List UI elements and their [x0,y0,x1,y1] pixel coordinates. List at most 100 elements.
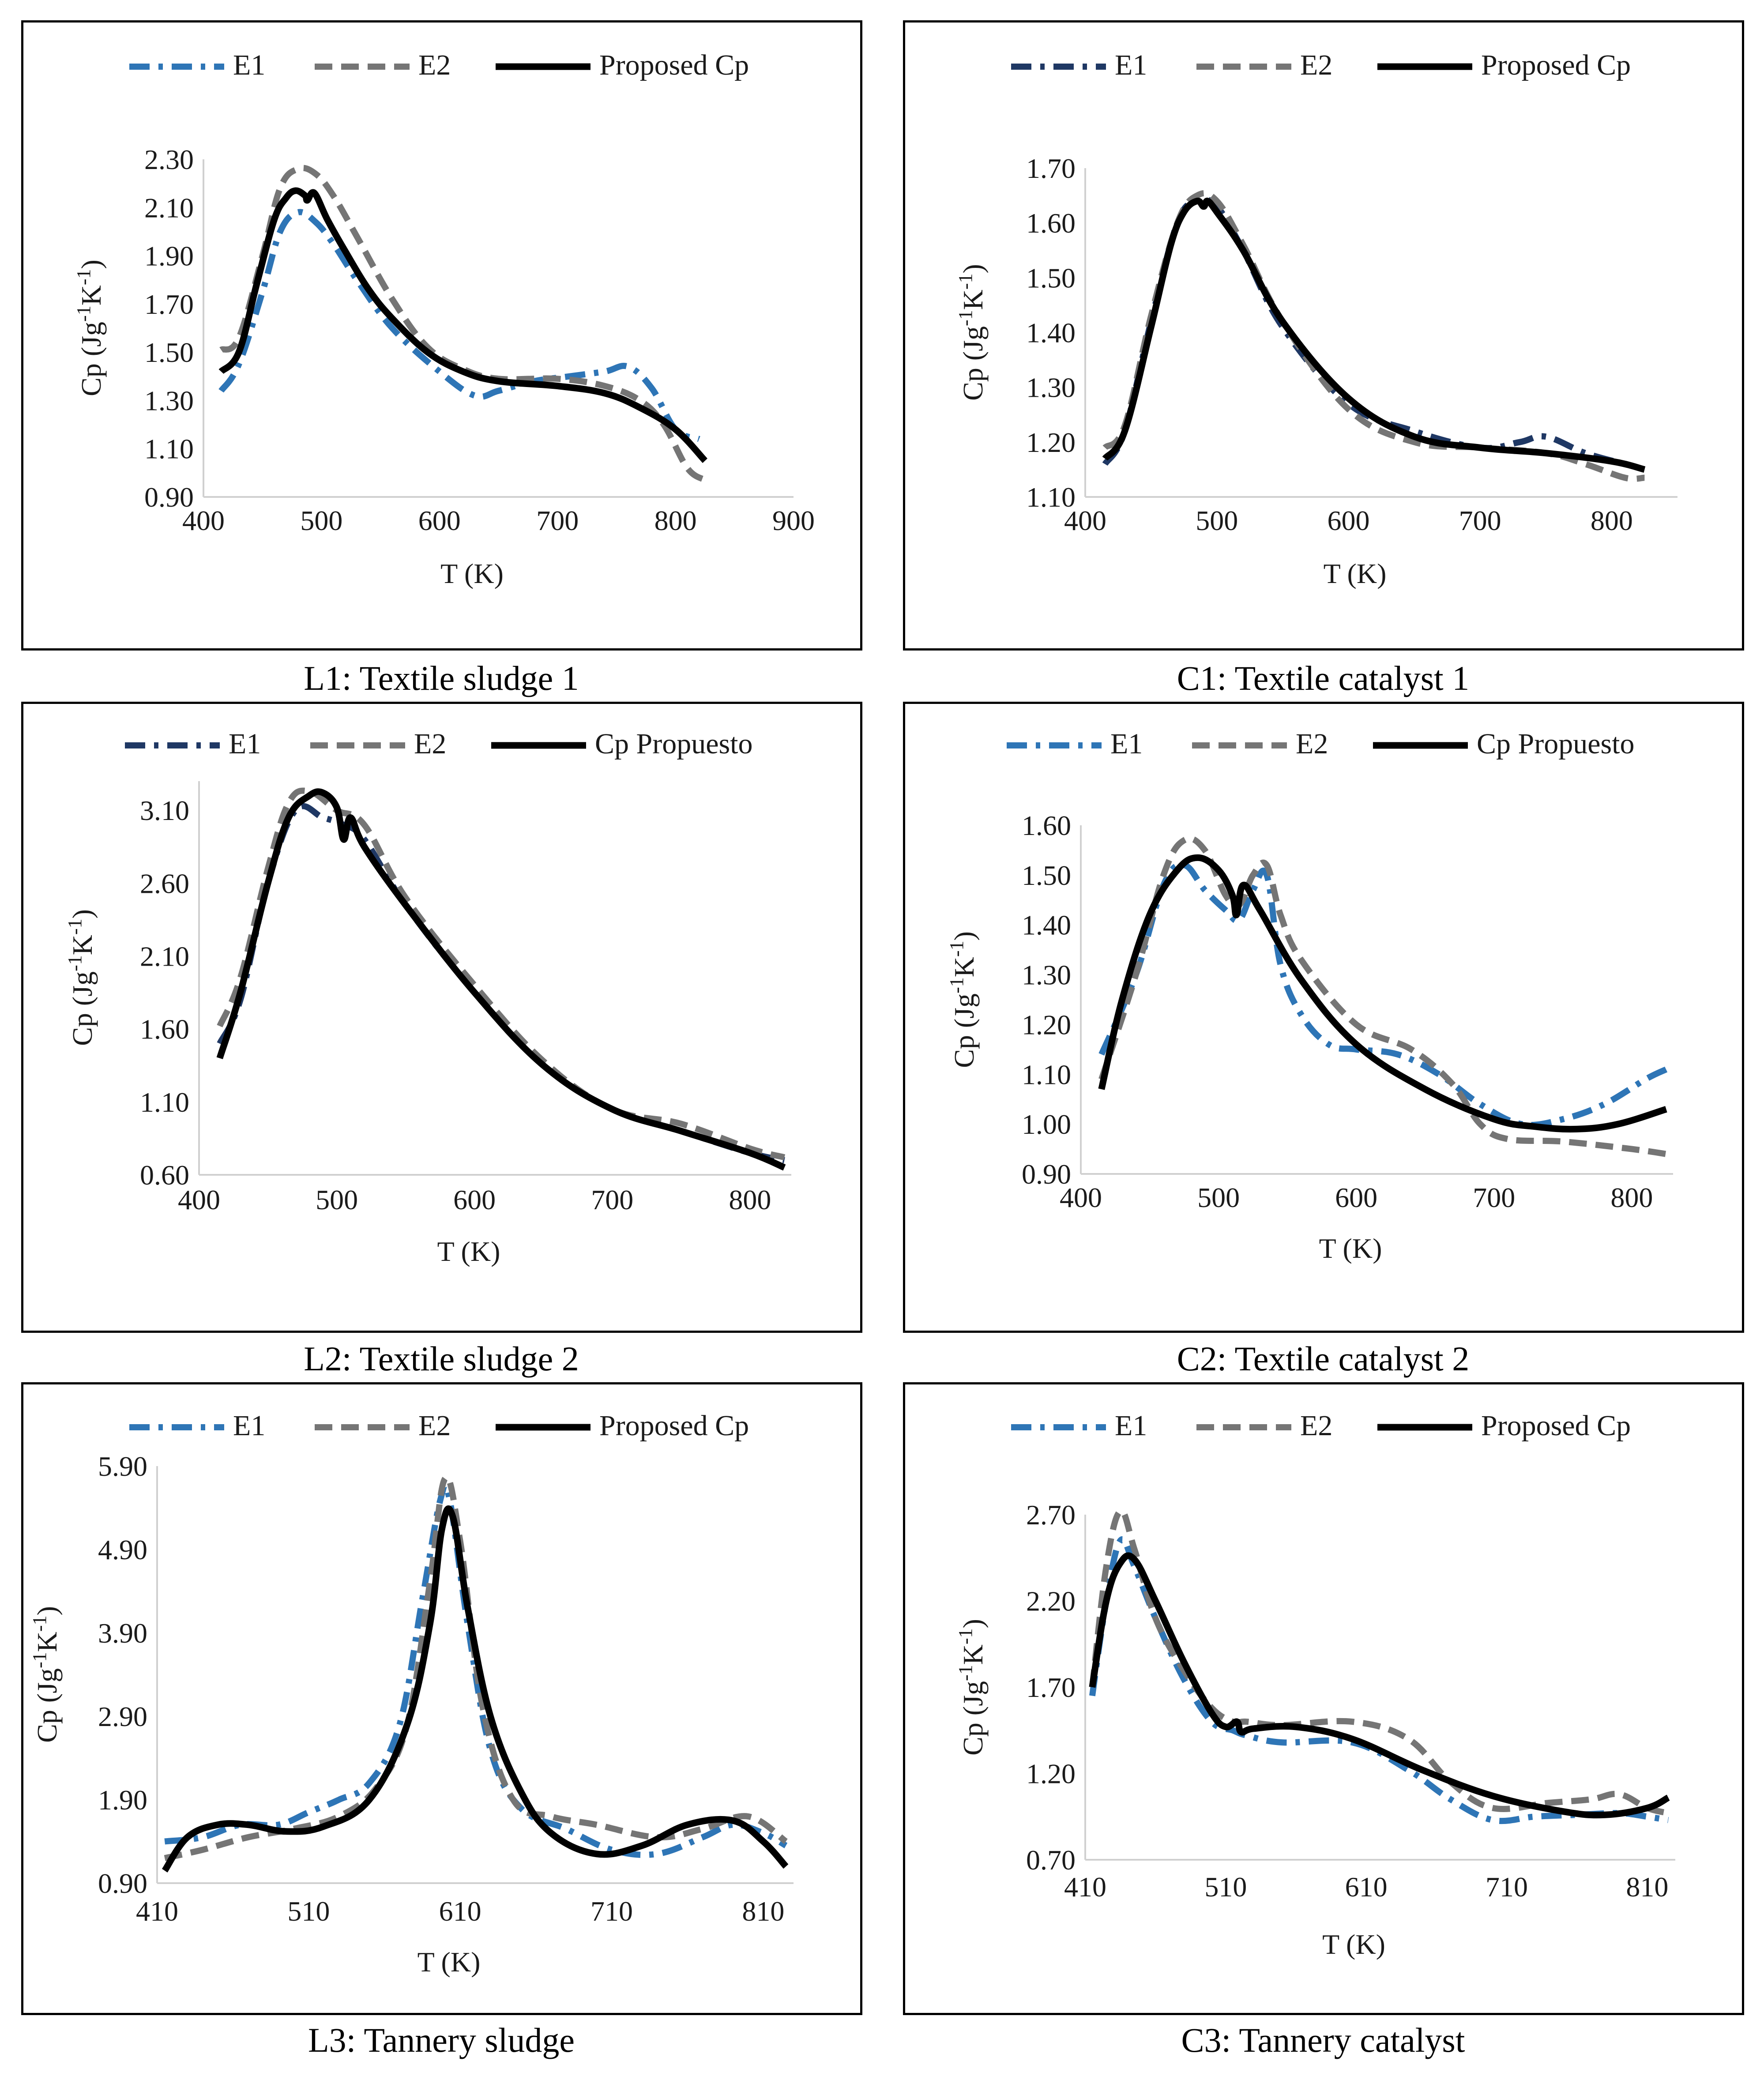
chart-panel-c1: 400 500 600 700 800 1.10 1.20 1.30 1.40 1.50 1.60 1… [903,20,1744,651]
chart-c2: 400 500 600 700 800 0.90 1.00 1.10 1.20 1.30 1.40 1… [946,728,1673,1264]
y-tick-label: 1.60 [1026,207,1076,239]
x-axis-title: T (K) [437,1236,500,1267]
y-tick-label: 3.90 [98,1617,147,1649]
x-tick-label: 700 [591,1184,633,1215]
y-tick-label: 0.90 [98,1868,147,1899]
y-tick-label: 1.00 [1022,1109,1071,1140]
x-tick-label: 500 [300,505,342,536]
y-tick-label: 2.70 [1026,1499,1076,1531]
legend-label: E1 [233,49,265,81]
x-axis-title: T (K) [440,558,504,589]
legend-label: E1 [229,728,261,760]
caption-c2: C2: Textile catalyst 2 [1177,1339,1470,1378]
x-tick-label: 600 [1335,1182,1377,1213]
legend-label: Proposed Cp [599,49,749,81]
y-tick-label: 1.60 [140,1014,189,1045]
y-tick-label: 1.10 [1022,1059,1071,1090]
legend-label: E2 [414,728,446,760]
series-line-cp-propuesto [1098,854,1667,1133]
legend-label: E1 [1110,728,1143,760]
x-tick-label: 710 [1486,1871,1528,1903]
x-tick-label: 800 [1591,505,1633,536]
y-tick-label: 1.50 [1022,860,1071,891]
y-axis-title: Cp (Jg-1K-1) [73,260,107,396]
chart-l1: 400 500 600 700 800 900 0.90 1.10 1.30 1.50 1.70 1.… [73,49,815,589]
chart-l2: 400 500 600 700 800 0.60 1.10 1.60 2.10 2.60 3.10 T… [64,728,791,1267]
x-tick-label: 800 [654,505,697,536]
x-axis-title: T (K) [1322,1929,1385,1960]
x-tick-label: 410 [1064,1871,1106,1903]
chart-panel-c2: 400 500 600 700 800 0.90 1.00 1.10 1.20 1.30 1.40 1… [903,702,1744,1333]
series-line-proposed-cp [218,187,708,463]
x-tick-label: 710 [591,1895,633,1927]
y-axis-title: Cp (Jg-1K-1) [946,931,980,1068]
y-tick-label: 1.10 [1026,481,1076,513]
x-axis-title: T (K) [1324,558,1387,589]
x-tick-label: 400 [1060,1182,1102,1213]
legend-label: Proposed Cp [1481,49,1631,81]
x-tick-label: 610 [439,1895,481,1927]
y-axis-title: Cp (Jg-1K-1) [64,909,98,1046]
y-tick-label: 1.70 [1026,153,1076,184]
x-axis-title: T (K) [1319,1233,1382,1264]
x-tick-label: 600 [418,505,461,536]
y-tick-label: 1.20 [1026,1758,1076,1790]
y-tick-label: 0.90 [1022,1158,1071,1190]
y-tick-label: 1.90 [144,241,194,272]
series-line-e1 [218,209,700,442]
x-tick-label: 400 [178,1184,220,1215]
series-line-e1 [1098,861,1668,1128]
series-line-e1 [1089,1536,1669,1824]
x-tick-label: 800 [1610,1182,1653,1213]
y-tick-label: 2.20 [1026,1586,1076,1617]
legend-label: Proposed Cp [1481,1410,1631,1442]
y-axis-title: Cp (Jg-1K-1) [955,1619,989,1756]
legend-label: Proposed Cp [599,1410,749,1442]
x-tick-label: 510 [1204,1871,1247,1903]
y-axis-title: Cp (Jg-1K-1) [955,264,989,401]
series-line-proposed-cp [1102,197,1646,473]
y-tick-label: 2.60 [140,868,189,899]
y-tick-label: 1.70 [1026,1672,1076,1703]
series-line-e1 [164,1481,788,1858]
legend-label: E1 [233,1410,265,1442]
y-tick-label: 0.60 [140,1159,189,1191]
y-tick-label: 1.70 [144,289,194,320]
x-tick-label: 610 [1345,1871,1388,1903]
y-tick-label: 1.50 [1026,262,1076,293]
series-line-e2 [1102,190,1645,482]
y-tick-label: 1.10 [140,1087,189,1118]
series-line-e2 [164,1474,788,1862]
y-tick-label: 2.10 [140,940,189,972]
x-tick-label: 500 [1197,1182,1240,1213]
x-tick-label: 810 [1626,1871,1668,1903]
series-line-e1 [217,803,785,1163]
x-tick-label: 600 [453,1184,496,1215]
y-tick-label: 0.90 [144,481,194,513]
x-tick-label: 400 [1064,505,1106,536]
caption-c3: C3: Tannery catalyst [1181,2021,1465,2059]
chart-c1: 400 500 600 700 800 1.10 1.20 1.30 1.40 1.50 1.60 1… [955,49,1677,589]
x-tick-label: 700 [1459,505,1501,536]
caption-l1: L1: Textile sludge 1 [304,659,579,697]
caption-l2: L2: Textile sludge 2 [304,1339,579,1378]
legend-label: Cp Propuesto [595,728,753,760]
x-tick-label: 400 [182,505,225,536]
caption-c1: C1: Textile catalyst 1 [1177,659,1470,697]
series-line-e2 [217,787,786,1161]
x-tick-label: 900 [772,505,815,536]
x-tick-label: 500 [1196,505,1238,536]
y-tick-label: 3.10 [140,795,189,826]
y-tick-label: 5.90 [98,1451,147,1482]
y-tick-label: 1.40 [1026,317,1076,349]
series-line-cp-propuesto [216,788,786,1171]
y-tick-label: 1.50 [144,337,194,368]
y-tick-label: 2.90 [98,1701,147,1732]
y-tick-label: 1.20 [1022,1009,1071,1040]
x-tick-label: 410 [136,1895,178,1927]
series-line-e2 [1089,1508,1669,1816]
legend-label: E2 [1296,728,1328,760]
